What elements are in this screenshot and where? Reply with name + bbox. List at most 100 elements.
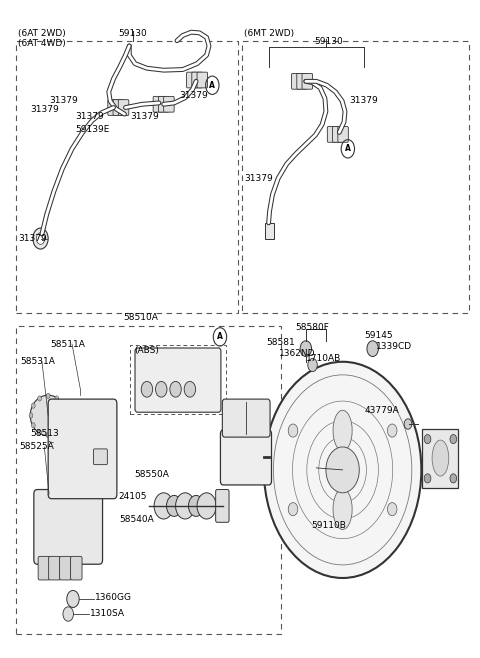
FancyBboxPatch shape xyxy=(113,99,123,115)
FancyBboxPatch shape xyxy=(38,557,49,580)
FancyBboxPatch shape xyxy=(333,126,343,142)
Text: 58550A: 58550A xyxy=(134,470,169,479)
Text: (ABS): (ABS) xyxy=(134,346,159,355)
FancyBboxPatch shape xyxy=(338,126,348,142)
Circle shape xyxy=(141,382,153,397)
Text: 1362ND: 1362ND xyxy=(279,349,316,359)
Circle shape xyxy=(46,432,50,438)
FancyBboxPatch shape xyxy=(197,72,207,88)
Circle shape xyxy=(29,413,33,418)
Circle shape xyxy=(61,422,65,428)
Text: (6MT 2WD): (6MT 2WD) xyxy=(244,29,294,38)
Bar xyxy=(265,223,274,239)
FancyBboxPatch shape xyxy=(71,557,82,580)
FancyBboxPatch shape xyxy=(34,490,103,564)
FancyBboxPatch shape xyxy=(118,99,129,115)
FancyBboxPatch shape xyxy=(108,99,118,115)
Circle shape xyxy=(308,359,317,372)
FancyBboxPatch shape xyxy=(216,490,229,522)
Circle shape xyxy=(300,341,312,357)
Text: (6AT 2WD)
(6AT 4WD): (6AT 2WD) (6AT 4WD) xyxy=(18,29,66,48)
Text: 58525A: 58525A xyxy=(20,442,54,451)
Text: 58540A: 58540A xyxy=(119,515,154,524)
Circle shape xyxy=(450,434,456,443)
Circle shape xyxy=(387,503,397,516)
Circle shape xyxy=(450,474,456,483)
Text: 58511A: 58511A xyxy=(50,340,85,349)
FancyBboxPatch shape xyxy=(302,74,312,89)
Circle shape xyxy=(37,430,41,435)
Circle shape xyxy=(33,228,48,249)
Circle shape xyxy=(176,493,195,519)
Circle shape xyxy=(63,607,73,621)
Text: 31379: 31379 xyxy=(75,112,104,120)
Ellipse shape xyxy=(333,489,352,530)
FancyBboxPatch shape xyxy=(327,126,338,142)
Bar xyxy=(16,326,281,634)
Circle shape xyxy=(167,495,182,517)
Circle shape xyxy=(197,493,216,519)
Text: 58531A: 58531A xyxy=(21,357,55,367)
Text: A: A xyxy=(217,332,223,342)
Text: 31379: 31379 xyxy=(18,234,47,243)
FancyBboxPatch shape xyxy=(222,399,270,437)
FancyBboxPatch shape xyxy=(297,74,307,89)
Circle shape xyxy=(387,424,397,437)
Text: 58580F: 58580F xyxy=(295,323,329,332)
Circle shape xyxy=(264,362,421,578)
Text: 1710AB: 1710AB xyxy=(306,354,341,363)
FancyBboxPatch shape xyxy=(94,449,108,465)
Circle shape xyxy=(288,503,298,516)
Text: A: A xyxy=(209,81,215,89)
Text: 1339CD: 1339CD xyxy=(376,342,412,351)
Text: 58510A: 58510A xyxy=(123,313,158,322)
FancyBboxPatch shape xyxy=(158,96,169,112)
Bar xyxy=(422,428,458,488)
Bar xyxy=(130,345,226,414)
Text: 58581: 58581 xyxy=(266,338,295,347)
Circle shape xyxy=(61,403,65,408)
Text: 59110B: 59110B xyxy=(312,521,347,530)
Text: 31379: 31379 xyxy=(49,97,78,105)
Circle shape xyxy=(156,382,167,397)
FancyBboxPatch shape xyxy=(164,96,174,112)
Circle shape xyxy=(189,495,204,517)
Circle shape xyxy=(424,474,431,483)
Text: 43779A: 43779A xyxy=(365,407,400,415)
Circle shape xyxy=(424,434,431,443)
Circle shape xyxy=(367,341,378,357)
Circle shape xyxy=(55,396,59,401)
Circle shape xyxy=(55,430,59,435)
Bar xyxy=(242,41,469,313)
Text: 58513: 58513 xyxy=(30,429,59,438)
Circle shape xyxy=(184,382,196,397)
Text: 31379: 31379 xyxy=(179,91,208,100)
Text: 59145: 59145 xyxy=(364,331,393,340)
Text: 24105: 24105 xyxy=(119,492,147,501)
Ellipse shape xyxy=(30,395,66,436)
FancyBboxPatch shape xyxy=(291,74,302,89)
Text: 59130: 59130 xyxy=(314,37,343,46)
Circle shape xyxy=(37,396,41,401)
Circle shape xyxy=(46,393,50,399)
Circle shape xyxy=(326,447,360,493)
Circle shape xyxy=(170,382,181,397)
Text: 31379: 31379 xyxy=(350,97,379,105)
Text: 31379: 31379 xyxy=(30,105,59,114)
FancyBboxPatch shape xyxy=(48,557,60,580)
FancyBboxPatch shape xyxy=(220,430,272,485)
Circle shape xyxy=(154,493,173,519)
FancyBboxPatch shape xyxy=(135,348,221,412)
FancyBboxPatch shape xyxy=(60,557,71,580)
Ellipse shape xyxy=(333,410,352,451)
Text: 59130: 59130 xyxy=(118,29,147,38)
FancyBboxPatch shape xyxy=(153,96,164,112)
Circle shape xyxy=(404,418,412,429)
Circle shape xyxy=(31,422,35,428)
Circle shape xyxy=(67,590,79,607)
Circle shape xyxy=(36,233,45,244)
FancyBboxPatch shape xyxy=(48,399,117,499)
FancyBboxPatch shape xyxy=(187,72,197,88)
Text: 31379: 31379 xyxy=(130,112,159,120)
Text: 1310SA: 1310SA xyxy=(90,609,125,618)
